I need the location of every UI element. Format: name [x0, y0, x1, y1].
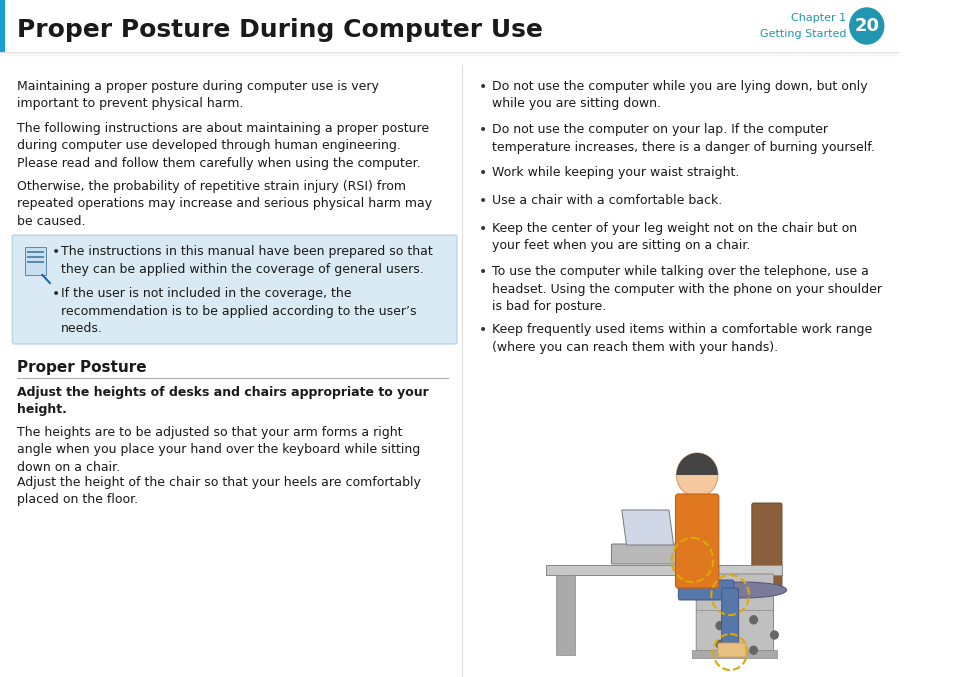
Text: The following instructions are about maintaining a proper posture
during compute: The following instructions are about mai…	[17, 122, 429, 170]
Circle shape	[676, 453, 718, 497]
Bar	[0, 53, 898, 56]
FancyBboxPatch shape	[675, 494, 719, 588]
Bar	[0, 52, 898, 54]
Bar	[26, 247, 46, 275]
Text: •: •	[478, 80, 486, 94]
Text: •: •	[51, 245, 60, 259]
Circle shape	[749, 647, 757, 654]
Bar	[722, 625, 736, 628]
Text: The instructions in this manual have been prepared so that
they can be applied w: The instructions in this manual have bee…	[61, 245, 433, 276]
Text: If the user is not included in the coverage, the
recommendation is to be applied: If the user is not included in the cover…	[61, 287, 416, 335]
Bar	[692, 650, 777, 658]
Circle shape	[716, 640, 723, 649]
Bar	[722, 590, 736, 593]
Bar	[0, 0, 898, 52]
Polygon shape	[621, 510, 673, 545]
Ellipse shape	[701, 582, 786, 598]
Bar	[0, 55, 898, 57]
Circle shape	[749, 616, 757, 624]
Circle shape	[849, 8, 882, 44]
Bar	[0, 0, 5, 52]
Text: Do not use the computer on your lap. If the computer
temperature increases, ther: Do not use the computer on your lap. If …	[492, 123, 874, 154]
Bar	[28, 261, 44, 263]
Text: Work while keeping your waist straight.: Work while keeping your waist straight.	[492, 166, 739, 179]
Text: •: •	[478, 166, 486, 180]
Text: •: •	[478, 222, 486, 236]
FancyBboxPatch shape	[678, 580, 733, 600]
Text: •: •	[478, 123, 486, 137]
Text: Keep the center of your leg weight not on the chair but on
your feet when you ar: Keep the center of your leg weight not o…	[492, 222, 856, 253]
FancyBboxPatch shape	[718, 643, 745, 657]
FancyBboxPatch shape	[611, 544, 688, 564]
Circle shape	[770, 631, 778, 639]
Bar	[28, 256, 44, 258]
Bar	[28, 251, 44, 253]
Text: Getting Started: Getting Started	[759, 29, 845, 39]
FancyBboxPatch shape	[12, 235, 456, 344]
Text: •: •	[51, 287, 60, 301]
Text: Adjust the heights of desks and chairs appropriate to your
height.: Adjust the heights of desks and chairs a…	[17, 386, 428, 416]
Text: •: •	[478, 265, 486, 279]
Bar	[546, 565, 781, 575]
Bar	[556, 575, 574, 655]
Text: Use a chair with a comfortable back.: Use a chair with a comfortable back.	[492, 194, 721, 207]
Circle shape	[716, 621, 723, 630]
Polygon shape	[678, 511, 682, 565]
FancyBboxPatch shape	[751, 503, 781, 592]
Wedge shape	[676, 453, 718, 475]
Text: The heights are to be adjusted so that your arm forms a right
angle when you pla: The heights are to be adjusted so that y…	[17, 426, 419, 474]
Text: Maintaining a proper posture during computer use is very
important to prevent ph: Maintaining a proper posture during comp…	[17, 80, 378, 110]
Bar	[0, 52, 898, 53]
Text: •: •	[478, 194, 486, 208]
Text: •: •	[478, 323, 486, 337]
Text: Chapter 1: Chapter 1	[790, 13, 845, 23]
Text: Keep frequently used items within a comfortable work range
(where you can reach : Keep frequently used items within a comf…	[492, 323, 871, 353]
Text: 20: 20	[853, 17, 879, 35]
Text: Do not use the computer while you are lying down, but only
while you are sitting: Do not use the computer while you are ly…	[492, 80, 866, 110]
Text: Adjust the height of the chair so that your heels are comfortably
placed on the : Adjust the height of the chair so that y…	[17, 476, 420, 506]
Text: To use the computer while talking over the telephone, use a
headset. Using the c: To use the computer while talking over t…	[492, 265, 881, 313]
FancyBboxPatch shape	[720, 588, 738, 647]
Text: Proper Posture During Computer Use: Proper Posture During Computer Use	[17, 18, 542, 42]
Text: Otherwise, the probability of repetitive strain injury (RSI) from
repeated opera: Otherwise, the probability of repetitive…	[17, 180, 432, 228]
FancyBboxPatch shape	[696, 574, 773, 651]
Text: Proper Posture: Proper Posture	[17, 360, 147, 375]
